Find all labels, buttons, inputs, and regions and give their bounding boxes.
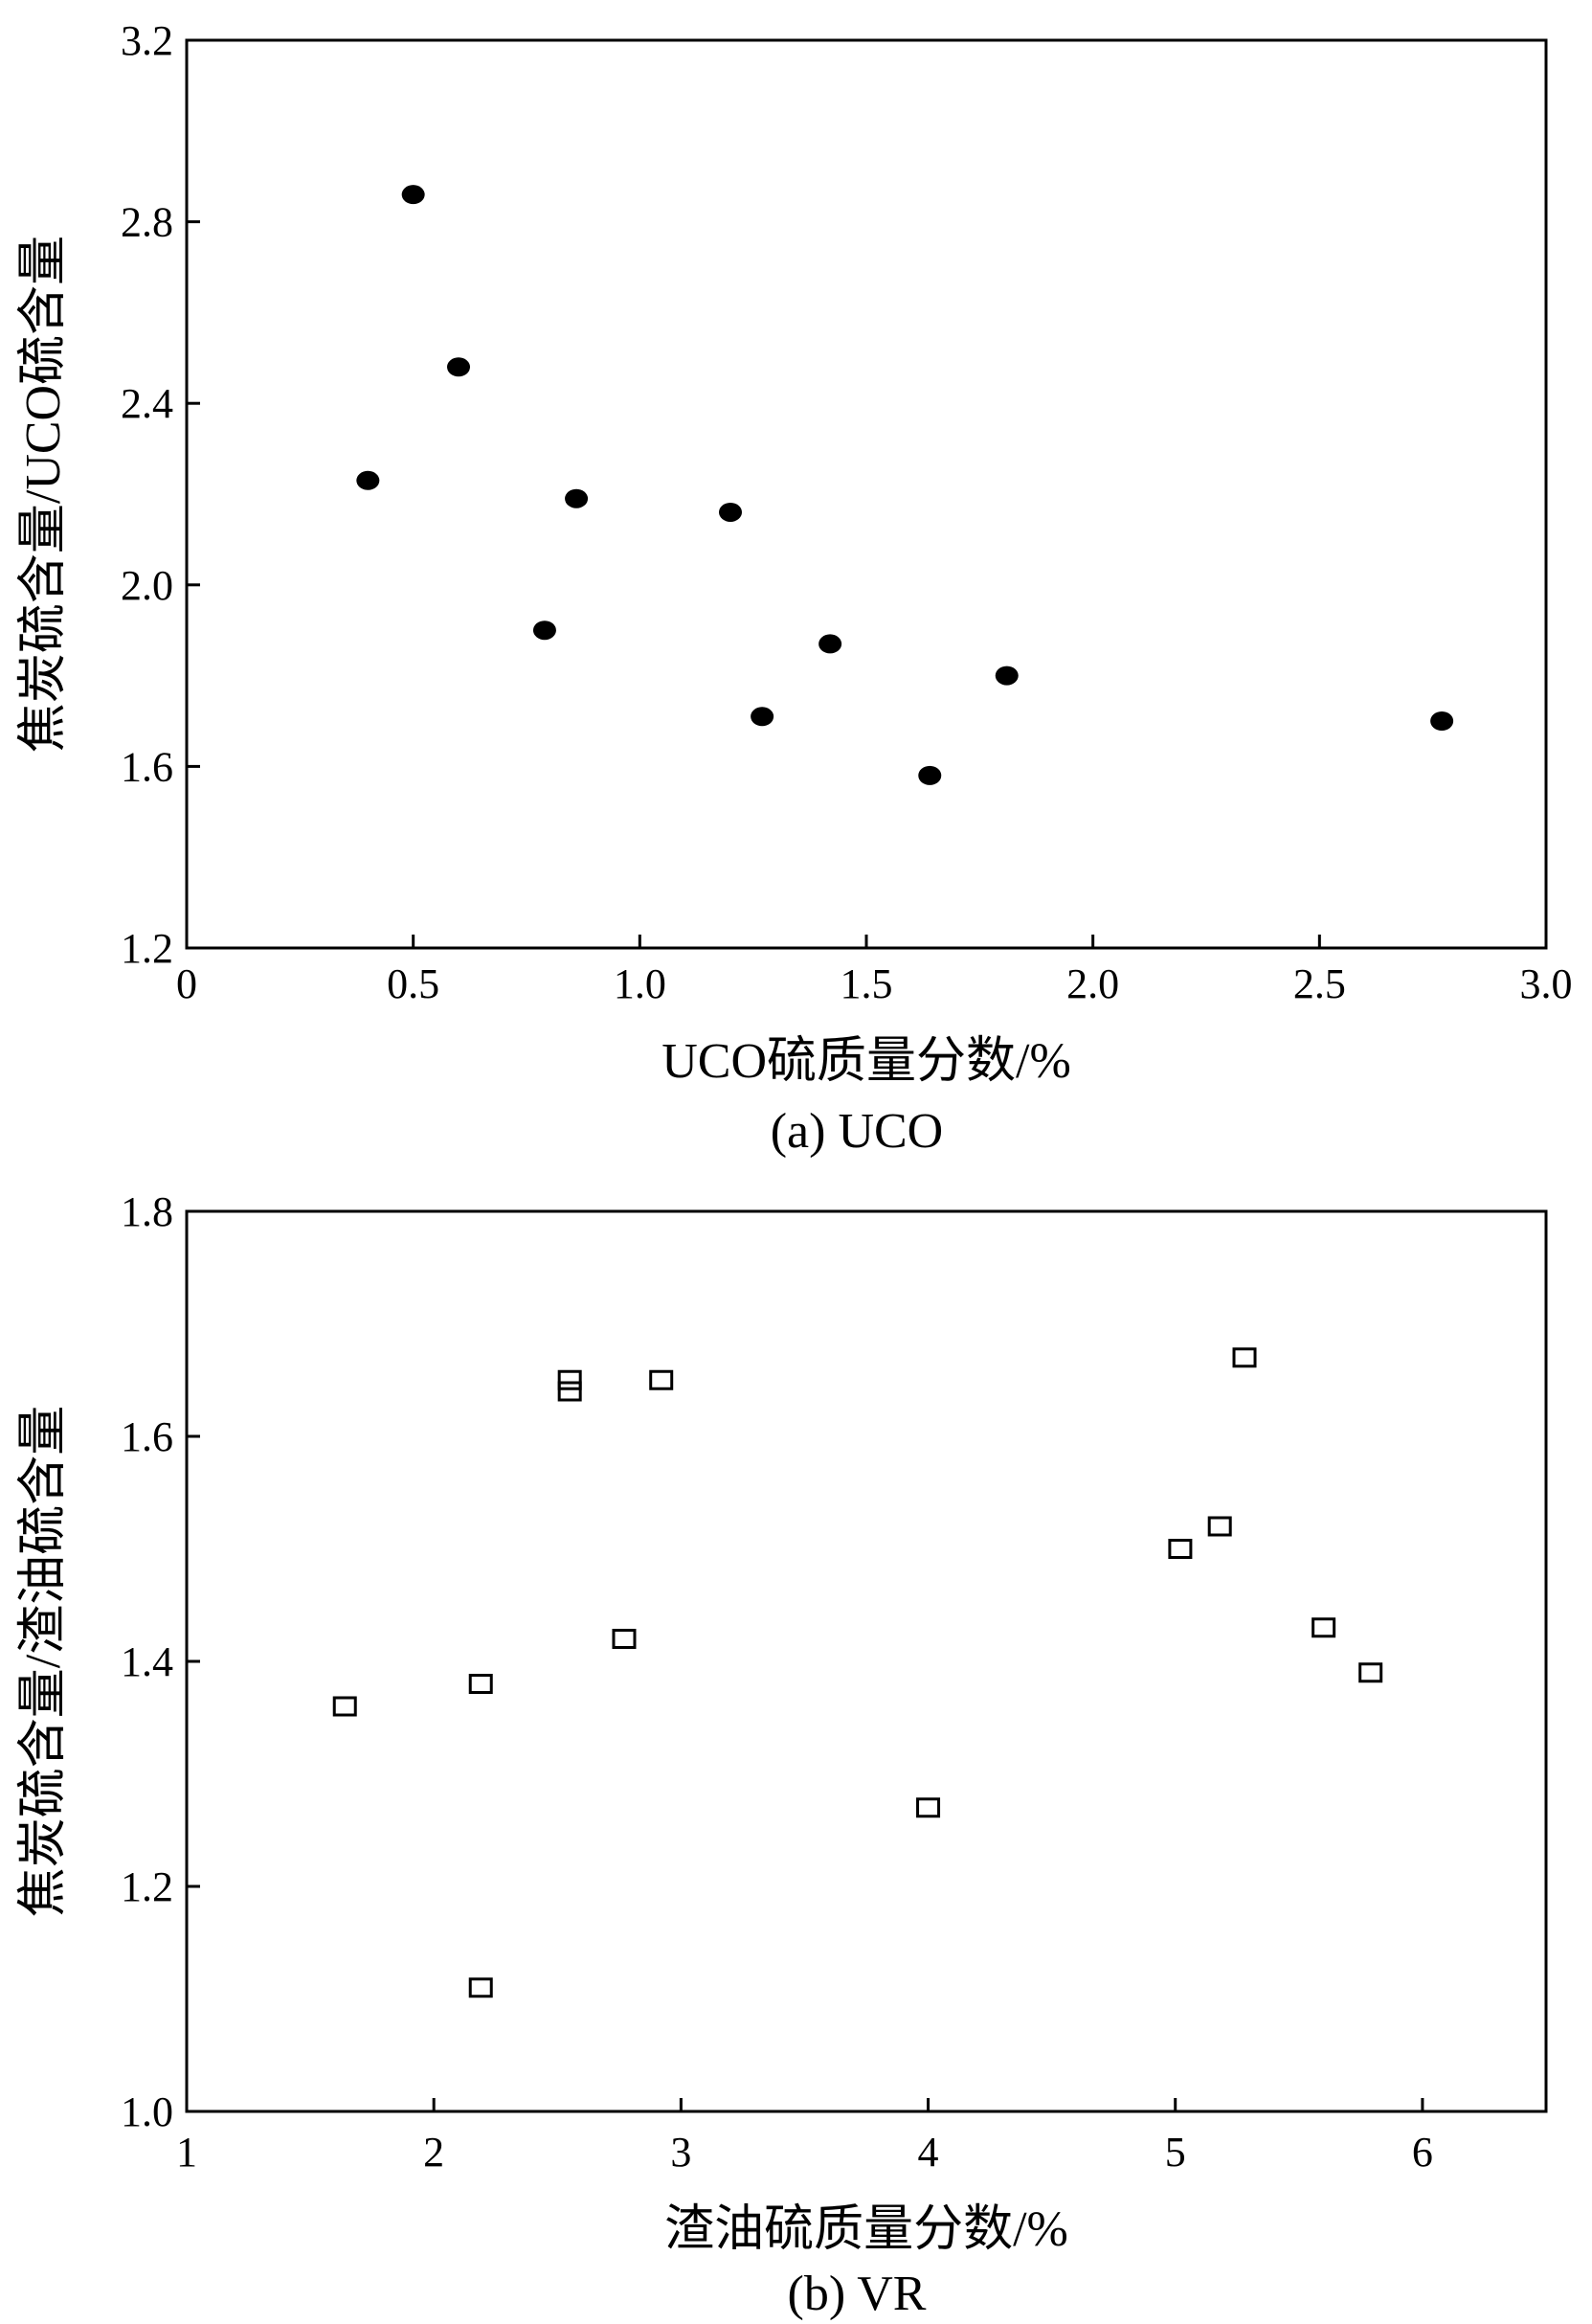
y-tick-label: 1.8 <box>121 1188 173 1235</box>
y-tick-label: 1.6 <box>121 1413 173 1460</box>
data-point <box>557 1369 582 1390</box>
data-point <box>401 185 425 205</box>
data-point <box>468 1674 493 1694</box>
x-tick-label: 2.5 <box>1293 960 1346 1007</box>
data-point <box>565 488 589 508</box>
x-tick-label: 0 <box>176 960 197 1007</box>
x-tick-label: 6 <box>1412 2129 1433 2176</box>
y-tick-label: 1.2 <box>121 925 173 972</box>
data-point <box>1430 711 1454 731</box>
y-tick-label: 1.4 <box>121 1638 173 1685</box>
data-point <box>557 1381 582 1402</box>
panel-a-uco: 0 0.5 1.0 1.5 2.0 2.5 3.0 1.2 1.6 2.0 2.4 2.8 3.2 UCO… <box>16 17 1573 1159</box>
data-point <box>468 1977 493 1998</box>
data-point <box>612 1629 637 1649</box>
x-tick-label: 1.0 <box>614 960 666 1007</box>
data-point <box>1232 1347 1257 1368</box>
y-tick-label: 2.8 <box>121 199 173 246</box>
data-point <box>1358 1662 1383 1683</box>
data-point <box>649 1369 674 1390</box>
data-point <box>1168 1539 1193 1559</box>
data-point <box>995 666 1019 686</box>
data-point <box>719 502 742 522</box>
data-point <box>916 1797 941 1818</box>
data-point <box>818 634 842 654</box>
x-tick-label: 1.5 <box>841 960 893 1007</box>
panel-caption: (b) VR <box>788 2267 927 2321</box>
x-tick-label: 1 <box>176 2129 197 2176</box>
y-tick-label: 1.0 <box>121 2088 173 2135</box>
data-point <box>918 765 942 785</box>
y-tick-label: 2.4 <box>121 380 173 427</box>
x-tick-label: 2.0 <box>1066 960 1119 1007</box>
y-tick-label: 3.2 <box>121 17 173 64</box>
plot-frame <box>185 1209 1548 2113</box>
x-axis-title: UCO硫质量分数/% <box>661 1034 1071 1089</box>
plot-frame <box>185 38 1548 950</box>
data-point <box>332 1696 357 1717</box>
data-point <box>1207 1516 1232 1537</box>
data-point <box>356 470 380 490</box>
y-axis-title: 焦炭硫含量/渣油硫含量 <box>16 1406 71 1917</box>
x-axis-title: 渣油硫质量分数/% <box>664 2202 1068 2257</box>
data-point <box>532 620 556 641</box>
y-tick-label: 1.6 <box>121 743 173 790</box>
y-tick-label: 1.2 <box>121 1863 173 1910</box>
data-point <box>447 357 470 377</box>
x-tick-label: 5 <box>1165 2129 1186 2176</box>
x-tick-label: 0.5 <box>387 960 439 1007</box>
data-point <box>751 707 774 727</box>
x-tick-label: 2 <box>423 2129 444 2176</box>
panel-b-vr: 1 2 3 4 5 6 1.0 1.2 1.4 1.6 1.8 渣油硫质量分数/% 焦炭硫含量/渣油硫含… <box>16 1188 1548 2321</box>
panel-caption: (a) UCO <box>771 1104 944 1159</box>
x-tick-label: 3 <box>670 2129 691 2176</box>
x-tick-label: 3.0 <box>1520 960 1573 1007</box>
x-tick-label: 4 <box>918 2129 939 2176</box>
y-axis-title: 焦炭硫含量/UCO硫含量 <box>16 236 71 753</box>
y-tick-label: 2.0 <box>121 562 173 609</box>
data-point <box>1312 1617 1336 1638</box>
